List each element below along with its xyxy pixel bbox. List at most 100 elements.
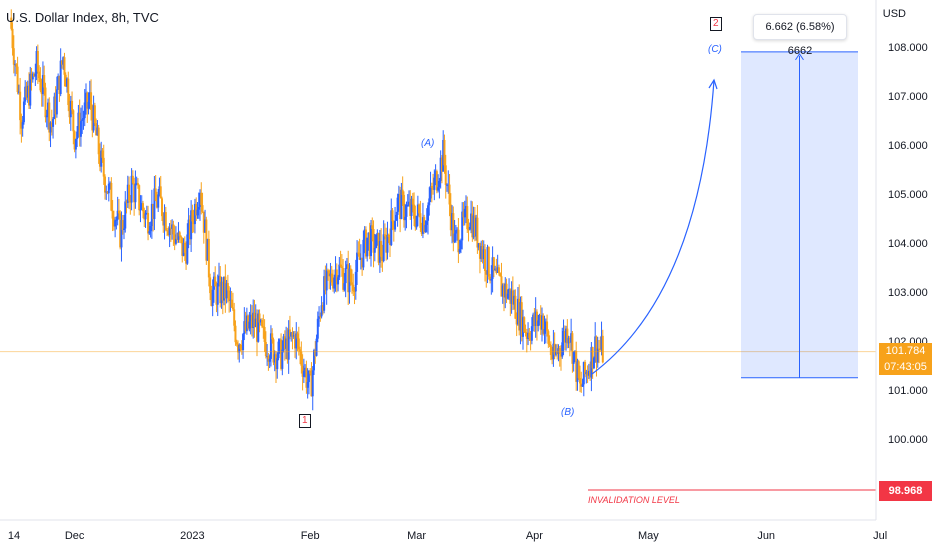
candle-body bbox=[163, 212, 166, 226]
candle-body bbox=[465, 206, 467, 209]
candle-body bbox=[481, 246, 484, 260]
candle-body bbox=[562, 330, 565, 343]
candle-body bbox=[215, 286, 218, 305]
candle-body bbox=[187, 219, 190, 235]
candle-body bbox=[125, 201, 128, 204]
candle-body bbox=[503, 285, 505, 298]
candle-body bbox=[294, 335, 296, 349]
candle-body bbox=[155, 200, 158, 208]
countdown-tag: 07:43:05 bbox=[879, 359, 932, 375]
candle-body bbox=[120, 220, 123, 248]
candle-body bbox=[110, 182, 113, 211]
candle-body bbox=[147, 212, 150, 234]
candle-body bbox=[442, 139, 445, 172]
candle-body bbox=[565, 328, 568, 343]
candle-body bbox=[505, 283, 508, 299]
candle-body bbox=[188, 219, 191, 240]
candle-body bbox=[598, 348, 600, 350]
candle-body bbox=[237, 344, 239, 353]
candle-body bbox=[283, 336, 286, 349]
chart-title: U.S. Dollar Index, 8h, TVC bbox=[6, 10, 159, 25]
candle-body bbox=[39, 78, 42, 91]
candle-body bbox=[257, 313, 260, 342]
candle-body bbox=[153, 188, 156, 220]
candle-body bbox=[458, 249, 461, 253]
candle-body bbox=[97, 127, 100, 155]
candle-body bbox=[21, 122, 24, 129]
candle-body bbox=[205, 219, 208, 261]
wave-label-a: (A) bbox=[421, 138, 435, 149]
candle-body bbox=[145, 212, 148, 214]
candle-body bbox=[204, 219, 207, 233]
y-tick-label: 106.000 bbox=[888, 140, 928, 152]
candle-body bbox=[81, 119, 84, 121]
candle-body bbox=[117, 210, 120, 214]
candle-body bbox=[530, 326, 533, 341]
candle-body bbox=[580, 383, 583, 387]
candle-body bbox=[344, 267, 347, 284]
candle-body bbox=[105, 191, 108, 193]
candle-body bbox=[240, 348, 243, 350]
candle-body bbox=[34, 73, 37, 77]
candle-body bbox=[570, 333, 573, 343]
candle-body bbox=[291, 332, 294, 337]
candle-body bbox=[439, 157, 442, 181]
candle-body bbox=[29, 73, 32, 106]
candle-body bbox=[466, 206, 469, 230]
candle-body bbox=[150, 203, 153, 227]
candle-body bbox=[485, 271, 488, 275]
candle-body bbox=[491, 257, 494, 279]
candle-body bbox=[197, 206, 200, 210]
candle-body bbox=[307, 370, 310, 383]
candle-body bbox=[587, 370, 590, 376]
candle-body bbox=[576, 361, 579, 382]
x-tick-label: May bbox=[638, 530, 659, 542]
candle-body bbox=[136, 183, 139, 186]
candle-body bbox=[528, 332, 531, 339]
candle-body bbox=[28, 85, 30, 106]
candle-body bbox=[353, 290, 356, 292]
measure-label[interactable]: 6.662 (6.58%) 6662 bbox=[753, 14, 847, 57]
candle-body bbox=[206, 238, 209, 261]
candle-body bbox=[414, 218, 417, 228]
wave-label-b: (B) bbox=[561, 407, 575, 418]
candle-body bbox=[501, 285, 504, 297]
candle-body bbox=[209, 277, 212, 294]
candle-body bbox=[238, 344, 241, 353]
candle-body bbox=[59, 60, 62, 95]
candle-body bbox=[100, 150, 103, 167]
candle-body bbox=[86, 92, 89, 109]
candle-body bbox=[534, 311, 537, 326]
candle-body bbox=[259, 320, 262, 323]
candle-body bbox=[579, 378, 581, 384]
candle-body bbox=[157, 194, 160, 208]
candle-body bbox=[304, 367, 307, 371]
candle-body bbox=[402, 194, 405, 221]
candle-body bbox=[301, 365, 304, 377]
candle-body bbox=[162, 216, 165, 226]
x-tick-label: Jun bbox=[757, 530, 775, 542]
candle-body bbox=[143, 211, 146, 220]
candle-body bbox=[101, 150, 104, 158]
candle-body bbox=[288, 329, 291, 337]
candle-body bbox=[306, 382, 309, 388]
candle-body bbox=[60, 60, 63, 65]
candle-body bbox=[79, 120, 82, 137]
candle-body bbox=[566, 328, 569, 344]
candle-body bbox=[362, 239, 365, 268]
candle-body bbox=[55, 89, 58, 115]
candle-body bbox=[357, 252, 360, 254]
candle-body bbox=[73, 131, 76, 150]
candle-body bbox=[522, 317, 524, 337]
candle-body bbox=[216, 283, 219, 305]
candle-body bbox=[363, 229, 366, 240]
candle-body bbox=[490, 278, 493, 281]
candle-body bbox=[43, 75, 46, 88]
candle-body bbox=[223, 276, 226, 301]
candle-body bbox=[182, 242, 185, 256]
candle-body bbox=[518, 298, 521, 331]
candle-body bbox=[513, 295, 516, 305]
candle-body bbox=[231, 307, 234, 310]
candle-body bbox=[500, 276, 503, 297]
